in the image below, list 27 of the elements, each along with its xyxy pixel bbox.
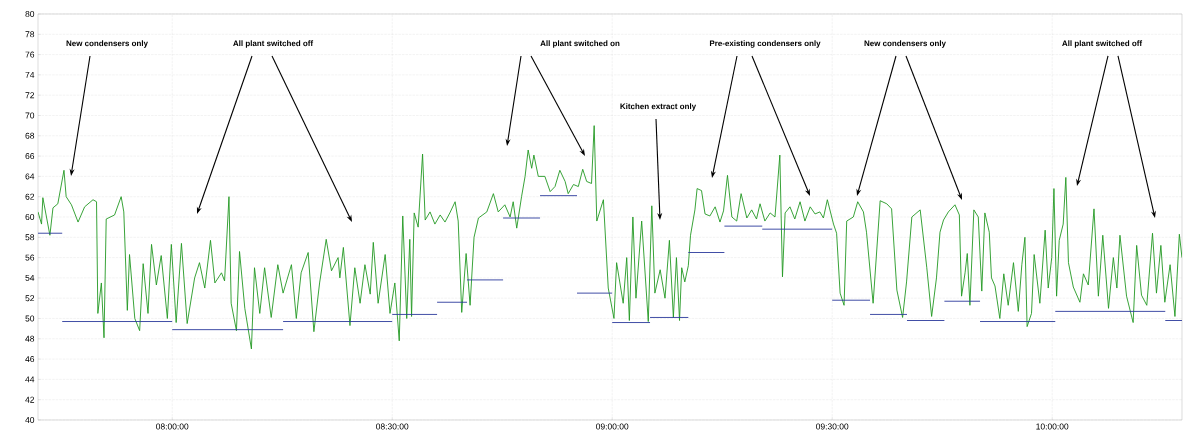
y-tick-label: 40: [25, 416, 35, 423]
y-tick-label: 64: [25, 173, 35, 180]
y-tick-label: 68: [25, 132, 35, 139]
x-tick-label: 08:00:00: [156, 423, 189, 430]
y-tick-label: 70: [25, 112, 35, 119]
y-tick-label: 60: [25, 214, 35, 220]
y-tick-label: 42: [25, 396, 35, 403]
y-tick-label: 56: [25, 254, 35, 261]
y-tick-label: 50: [25, 315, 35, 322]
y-tick-label: 76: [25, 51, 35, 58]
line-series: [38, 125, 1182, 350]
y-tick-label: 46: [25, 356, 35, 363]
x-tick-label: 08:30:00: [376, 423, 409, 430]
x-tick-label: 09:30:00: [816, 423, 849, 430]
y-tick-label: 52: [25, 295, 35, 302]
y-tick-label: 78: [25, 31, 35, 38]
y-tick-label: 74: [25, 71, 35, 78]
x-tick-label: 09:00:00: [596, 423, 629, 430]
x-tick-label: 10:00:00: [1036, 423, 1069, 430]
y-tick-label: 54: [25, 274, 35, 281]
y-tick-label: 80: [25, 11, 35, 17]
y-tick-label: 44: [25, 376, 35, 383]
y-tick-label: 72: [25, 92, 35, 99]
y-tick-label: 62: [25, 193, 35, 200]
y-tick-label: 66: [25, 153, 35, 160]
y-tick-label: 48: [25, 335, 35, 342]
y-tick-label: 58: [25, 234, 35, 241]
